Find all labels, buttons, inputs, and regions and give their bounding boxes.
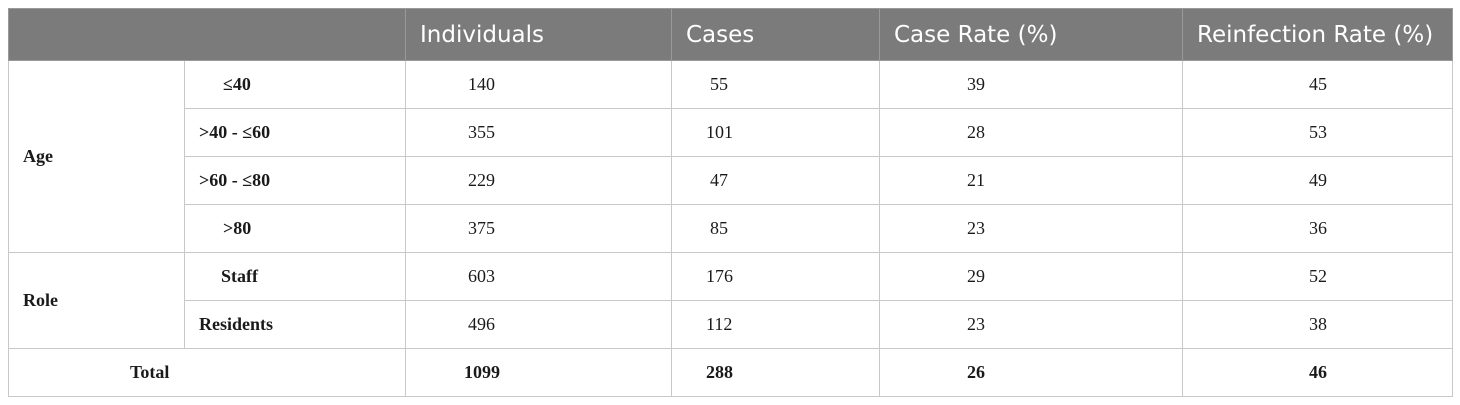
total-cases: 288: [671, 348, 880, 397]
cell-case-rate: 39: [879, 60, 1183, 109]
header-cases: Cases: [671, 8, 880, 61]
total-reinfection-rate: 46: [1182, 348, 1453, 397]
cell-individuals: 375: [405, 204, 672, 253]
cell-reinfection-rate: 36: [1182, 204, 1453, 253]
cell-individuals: 140: [405, 60, 672, 109]
table-row: >40 - ≤60 355 101 28 53: [9, 108, 1453, 157]
cell-reinfection-rate: 49: [1182, 156, 1453, 205]
group-label-age: Age: [8, 60, 185, 253]
cell-cases: 101: [671, 108, 880, 157]
row-label: Staff: [184, 252, 406, 301]
header-blank: [8, 8, 406, 61]
row-label: >40 - ≤60: [184, 108, 406, 157]
cell-case-rate: 29: [879, 252, 1183, 301]
row-label: >80: [184, 204, 406, 253]
cell-cases: 112: [671, 300, 880, 349]
header-case-rate: Case Rate (%): [879, 8, 1183, 61]
header-individuals: Individuals: [405, 8, 672, 61]
cell-cases: 55: [671, 60, 880, 109]
table-row: >60 - ≤80 229 47 21 49: [9, 156, 1453, 205]
cell-case-rate: 23: [879, 300, 1183, 349]
cell-case-rate: 23: [879, 204, 1183, 253]
row-label: Residents: [184, 300, 406, 349]
group-label-role: Role: [8, 252, 185, 349]
total-row: Total 1099 288 26 46: [8, 348, 1453, 397]
cell-individuals: 355: [405, 108, 672, 157]
total-individuals: 1099: [405, 348, 672, 397]
cell-individuals: 603: [405, 252, 672, 301]
table-row: >80 375 85 23 36: [9, 204, 1453, 253]
total-case-rate: 26: [879, 348, 1183, 397]
cell-reinfection-rate: 52: [1182, 252, 1453, 301]
cell-cases: 47: [671, 156, 880, 205]
table-row: Residents 496 112 23 38: [9, 300, 1453, 349]
header-row: Individuals Cases Case Rate (%) Reinfect…: [8, 8, 1453, 61]
cell-reinfection-rate: 45: [1182, 60, 1453, 109]
cell-individuals: 496: [405, 300, 672, 349]
table-container: Individuals Cases Case Rate (%) Reinfect…: [8, 8, 1453, 397]
cell-individuals: 229: [405, 156, 672, 205]
total-label: Total: [8, 348, 406, 397]
cell-case-rate: 28: [879, 108, 1183, 157]
table-row: Age ≤40 140 55 39 45: [8, 60, 1453, 253]
row-label: ≤40: [184, 60, 406, 109]
data-table: Individuals Cases Case Rate (%) Reinfect…: [8, 8, 1453, 397]
table-row: Role Staff 603 176 29 52: [8, 252, 1453, 349]
row-label: >60 - ≤80: [184, 156, 406, 205]
cell-case-rate: 21: [879, 156, 1183, 205]
cell-reinfection-rate: 53: [1182, 108, 1453, 157]
cell-cases: 176: [671, 252, 880, 301]
header-reinfection-rate: Reinfection Rate (%): [1182, 8, 1453, 61]
cell-reinfection-rate: 38: [1182, 300, 1453, 349]
cell-cases: 85: [671, 204, 880, 253]
